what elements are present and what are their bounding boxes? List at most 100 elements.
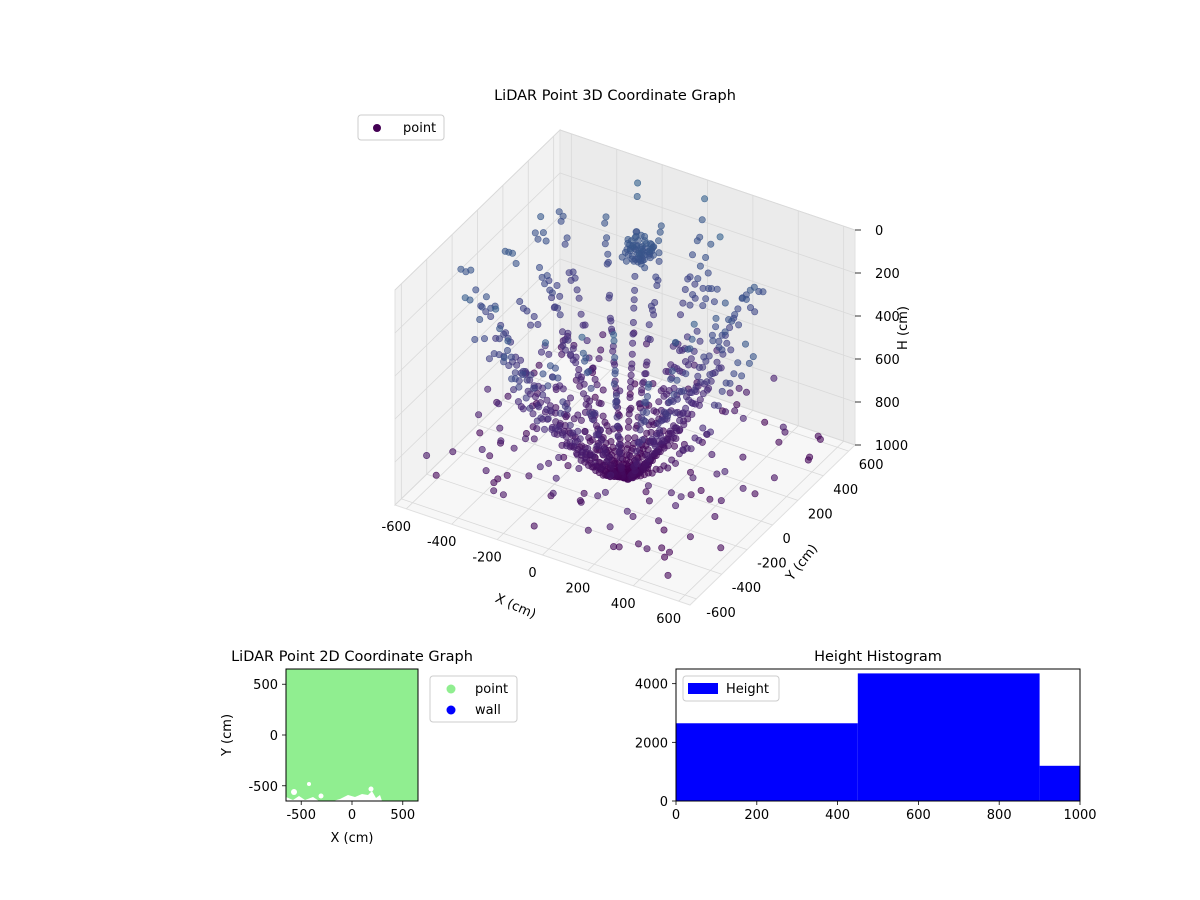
plot3d-ytick-label: 0 — [783, 532, 791, 547]
plot3d-point — [739, 484, 747, 492]
hist-bar — [1039, 765, 1080, 801]
plot3d-point — [526, 404, 534, 412]
plot3d-point — [686, 533, 694, 541]
plot3d-point — [689, 291, 697, 299]
lidar-2d-plot: LiDAR Point 2D Coordinate Graph -500 0 500… — [220, 649, 518, 846]
plot3d-point — [584, 444, 592, 452]
plot3d-point — [661, 553, 669, 561]
plot3d-point — [686, 301, 694, 309]
plot3d-point — [654, 420, 662, 428]
plot3d-point — [601, 219, 609, 227]
plot3d-point — [709, 337, 717, 345]
plot3d-point — [604, 250, 612, 258]
plot3d-point — [556, 311, 564, 319]
plot3d-point — [655, 237, 663, 245]
hist-legend-swatch — [688, 683, 718, 694]
plot3d-point — [627, 371, 635, 379]
plot3d-point — [751, 490, 759, 498]
plot3d-ztick-label: 600 — [875, 353, 900, 368]
plot3d-point — [625, 417, 633, 425]
plot3d-point — [685, 396, 693, 404]
plot3d-point — [504, 337, 512, 345]
plot3d-point — [581, 427, 589, 435]
plot3d-point — [696, 337, 704, 345]
hist-title: Height Histogram — [814, 649, 942, 665]
plot3d-grid — [394, 129, 856, 602]
plot3d-point — [614, 432, 622, 440]
plot2d-ytick-label: -500 — [248, 780, 278, 795]
plot3d-point — [749, 353, 757, 361]
plot3d-point — [624, 423, 632, 431]
plot3d-point — [594, 492, 602, 500]
plot3d-point — [716, 233, 724, 241]
plot2d-ticks: -500 0 500 -500 0 500 — [248, 678, 415, 823]
plot3d-point — [539, 370, 547, 378]
plot3d-point — [642, 240, 650, 248]
plot3d-point — [726, 389, 734, 397]
plot3d-point — [601, 240, 609, 248]
plot2d-title: LiDAR Point 2D Coordinate Graph — [231, 649, 473, 665]
plot3d-point — [655, 517, 663, 525]
hist-legend: Height — [682, 675, 780, 702]
plot3d-point — [741, 340, 749, 348]
plot3d-point — [684, 345, 692, 353]
plot2d-legend-marker-point — [446, 684, 456, 694]
plot3d-point — [561, 240, 569, 248]
plot3d-point — [593, 442, 601, 450]
plot3d-point — [730, 370, 738, 378]
plot3d-point — [664, 571, 672, 579]
plot3d-point — [449, 448, 457, 456]
plot3d-point — [705, 284, 713, 292]
plot3d-point — [643, 392, 651, 400]
plot3d-point — [629, 339, 637, 347]
plot3d-point — [475, 411, 483, 419]
plot3d-point — [476, 315, 484, 323]
plot3d-point — [579, 321, 587, 329]
plot3d-point — [653, 281, 661, 289]
plot3d-point — [610, 543, 618, 551]
plot3d-point — [642, 488, 650, 496]
plot3d-point — [655, 257, 663, 265]
plot3d-point — [633, 460, 641, 468]
plot3d-point — [517, 356, 525, 364]
plot3d-point — [696, 262, 704, 270]
plot3d-point — [542, 237, 550, 245]
plot3d-point — [703, 378, 711, 386]
plot3d-point — [583, 369, 591, 377]
plot3d-point — [746, 286, 754, 294]
plot3d-point — [457, 265, 465, 273]
plot3d-point — [577, 498, 585, 506]
plot2d-ylabel: Y (cm) — [220, 714, 235, 757]
plot3d-point — [775, 438, 783, 446]
plot3d-ytick-label: 400 — [833, 483, 858, 498]
plot3d-point — [482, 308, 490, 316]
plot2d-legend-label-wall: wall — [475, 703, 501, 718]
plot3d-title: LiDAR Point 3D Coordinate Graph — [494, 88, 736, 104]
plot3d-xtick-label: 600 — [656, 612, 681, 627]
plot3d-point — [770, 474, 778, 482]
plot3d-point — [533, 425, 541, 433]
plot3d-point — [731, 311, 739, 319]
plot3d-point — [521, 435, 529, 443]
plot3d-point — [625, 451, 633, 459]
plot2d-xtick-label: -500 — [286, 808, 316, 823]
plot3d-point — [567, 350, 575, 358]
plot3d-point — [510, 444, 518, 452]
plot3d-point — [735, 321, 743, 329]
plot2d-ytick-label: 500 — [253, 678, 278, 693]
plot3d-point — [633, 193, 641, 201]
plot3d-point — [623, 445, 631, 453]
plot3d-point — [615, 443, 623, 451]
plot3d-point — [612, 392, 620, 400]
plot3d-points — [423, 179, 824, 579]
plot3d-point — [556, 292, 564, 300]
plot3d-xtick-label: 400 — [611, 597, 636, 612]
plot3d-point — [536, 463, 544, 471]
plot3d-point — [693, 327, 701, 335]
plot3d-point — [603, 457, 611, 465]
plot3d-point — [700, 353, 708, 361]
plot3d-point — [500, 330, 508, 338]
plot3d-point — [645, 321, 653, 329]
plot3d-point — [539, 391, 547, 399]
plot3d-ztick-label: 0 — [875, 224, 883, 239]
